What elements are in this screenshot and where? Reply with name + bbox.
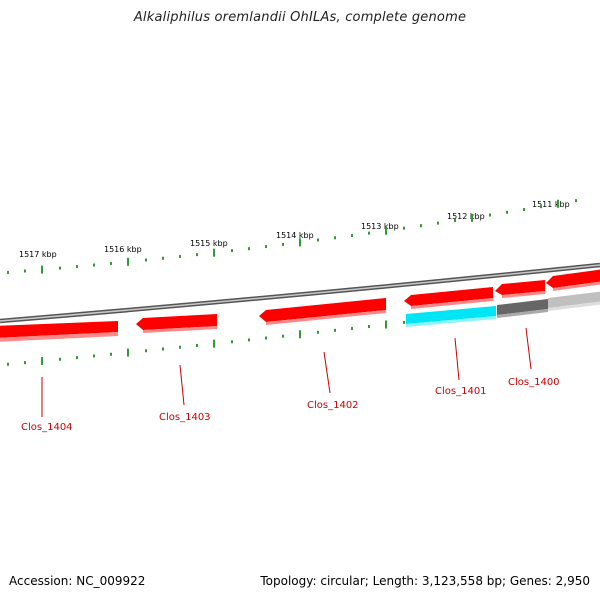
gene-arrow-clos-1404[interactable]	[0, 321, 118, 338]
gene-arrow-clos-1401[interactable]	[404, 287, 493, 306]
kbp-label: 1514 kbp	[276, 231, 314, 240]
gene-highlight-clos-1401[interactable]	[406, 306, 496, 324]
gene-arrow-clos-1403[interactable]	[136, 314, 217, 330]
genome-title: Alkaliphilus oremlandii OhILAs, complete…	[133, 10, 467, 25]
kbp-label: 1511 kbp	[532, 200, 570, 209]
kbp-label: 1516 kbp	[104, 245, 142, 254]
gene-arrow-next[interactable]	[546, 269, 600, 288]
gene-label-clos-1404[interactable]: Clos_1404	[21, 422, 73, 433]
accession-text: Accession: NC_009922	[9, 574, 146, 588]
kbp-label: 1517 kbp	[19, 250, 57, 259]
gene-arrow-clos-1402[interactable]	[259, 298, 386, 322]
gene-label-clos-1400[interactable]: Clos_1400	[508, 377, 560, 388]
kbp-label: 1513 kbp	[361, 222, 399, 231]
gene-leaders	[41, 327, 532, 417]
gene-label-clos-1403[interactable]: Clos_1403	[159, 412, 211, 423]
gene-block-next[interactable]	[548, 291, 600, 308]
gene-arrow-clos-1400[interactable]	[495, 280, 545, 295]
genome-summary-text: Topology: circular; Length: 3,123,558 bp…	[260, 574, 590, 588]
upper-scale: 1517 kbp 1516 kbp 1515 kbp 1514 kbp 1513…	[7, 199, 577, 274]
gene-block-clos-1400[interactable]	[497, 299, 548, 315]
gene-label-clos-1402[interactable]: Clos_1402	[307, 400, 359, 411]
kbp-label: 1512 kbp	[447, 212, 485, 221]
gene-label-clos-1401[interactable]: Clos_1401	[435, 386, 487, 397]
gene-labels: Clos_1404 Clos_1403 Clos_1402 Clos_1401 …	[21, 377, 560, 433]
kbp-label: 1515 kbp	[190, 239, 228, 248]
gene-features	[0, 269, 600, 342]
